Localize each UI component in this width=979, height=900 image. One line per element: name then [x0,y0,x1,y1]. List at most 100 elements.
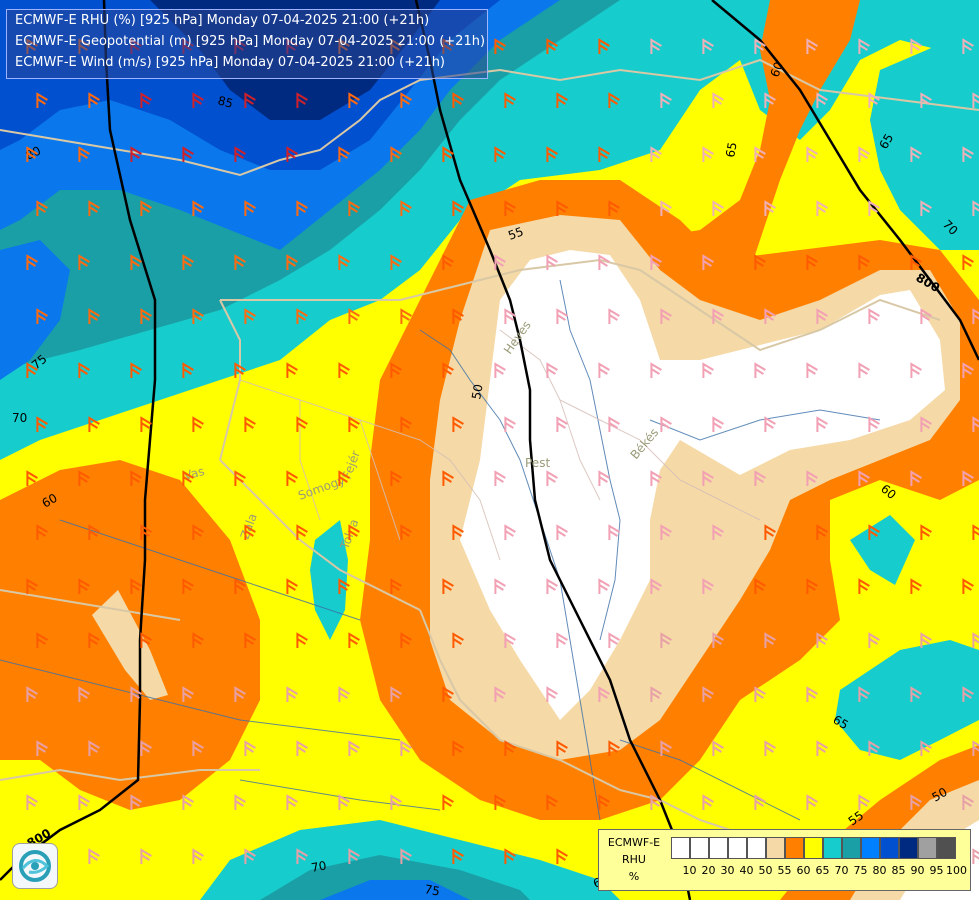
wind-barb [494,794,506,810]
wind-barb [920,632,932,648]
legend-swatch [804,837,823,859]
wind-barb [764,524,776,540]
wind-barb [192,92,204,108]
legend-swatch [785,837,804,859]
wind-barb [286,686,298,702]
rhu-field-70-ne [870,40,979,250]
wind-barb [296,200,308,216]
wind-barb [296,308,308,324]
wind-barb [816,416,828,432]
wind-barb [702,794,714,810]
wind-barb [452,200,464,216]
wind-barb [806,38,818,54]
wind-barb [712,524,724,540]
wind-barb [36,632,48,648]
wind-barb [296,632,308,648]
wind-barb [36,740,48,756]
wind-barb [608,308,620,324]
wind-barb [36,200,48,216]
wind-barb [36,416,48,432]
wind-barb [556,308,568,324]
wind-barb [88,308,100,324]
wind-barb [546,470,558,486]
wind-barb [920,740,932,756]
wind-barb [400,740,412,756]
wind-barb [754,470,766,486]
legend-tick: 55 [777,864,792,877]
legend-swatch [918,837,937,859]
wind-barb [494,686,506,702]
wind-barb [182,254,194,270]
wind-barb [88,740,100,756]
wind-barb [608,740,620,756]
wind-barb [442,470,454,486]
legend-swatch [899,837,918,859]
legend-tick: 75 [853,864,868,877]
wind-barb [806,254,818,270]
wind-barb [754,38,766,54]
wind-barb [868,524,880,540]
wind-barb [972,524,979,540]
legend-swatch [861,837,880,859]
wind-barb [702,146,714,162]
wind-barb [88,200,100,216]
legend-swatch [728,837,747,859]
wind-barb [36,308,48,324]
legend-swatch [690,837,709,859]
wind-barb [390,686,402,702]
contour-label: 75 [423,882,440,898]
wind-barb [338,146,350,162]
wind-barb [754,146,766,162]
legend-swatch [747,837,766,859]
wind-barb [702,470,714,486]
contour-label: 65 [876,131,896,151]
wind-barb [78,254,90,270]
wind-barb [806,146,818,162]
wind-barb [244,632,256,648]
wind-barb [400,848,412,864]
wind-barb [598,254,610,270]
contour-label: 50 [930,785,950,805]
wind-barb [910,254,922,270]
wind-barb [962,38,974,54]
rhu-field-70-cell [310,520,348,640]
legend-title-unit: % [628,870,640,883]
wind-barb [504,632,516,648]
wind-barb [546,794,558,810]
wind-barb [650,578,662,594]
wind-barb [806,578,818,594]
place-label: Pest [525,456,550,470]
wind-barb [494,254,506,270]
wind-barb [608,416,620,432]
wind-barb [712,416,724,432]
wind-barb [182,470,194,486]
wind-barb [962,470,974,486]
wind-barb [88,632,100,648]
title-rhu: ECMWF-E RHU (%) [925 hPa] Monday 07-04-2… [15,13,430,28]
wind-barb [806,470,818,486]
wind-barb [660,740,672,756]
wind-barb [920,524,932,540]
wind-barb [244,524,256,540]
wind-barb [390,470,402,486]
wind-barb [660,308,672,324]
wind-barb [764,92,776,108]
wind-barb [660,632,672,648]
wind-barb [858,686,870,702]
wind-barb [556,200,568,216]
wind-barb [442,146,454,162]
wind-barb [130,686,142,702]
wind-barb [910,470,922,486]
wind-barb [338,794,350,810]
wind-barb [494,362,506,378]
legend-tick: 90 [910,864,925,877]
wind-barb [598,146,610,162]
wind-barb [78,470,90,486]
wind-barb [764,740,776,756]
legend-tick: 40 [739,864,754,877]
wind-barb [660,416,672,432]
wind-barb [130,146,142,162]
wind-barb [504,848,516,864]
wind-barb [764,200,776,216]
